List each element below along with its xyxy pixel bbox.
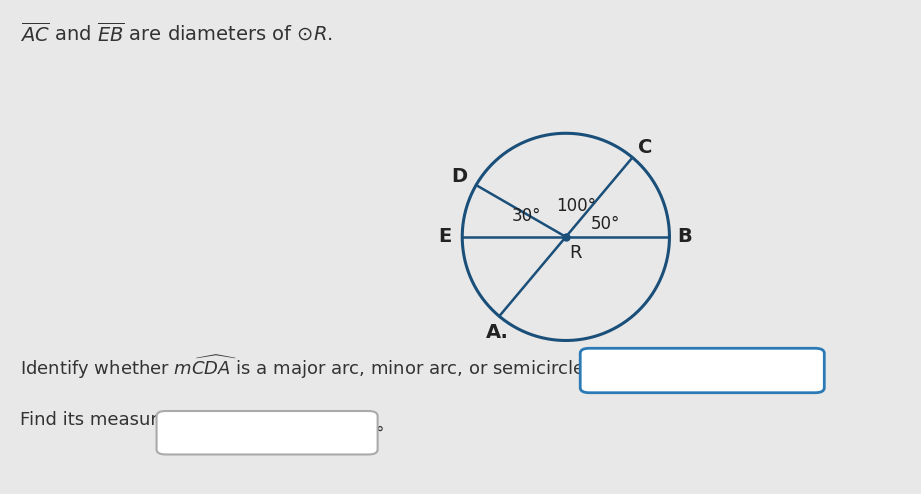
Text: Find its measure.: Find its measure.	[20, 411, 175, 429]
Text: $\overline{AC}$ and $\overline{EB}$ are diameters of $\odot R$.: $\overline{AC}$ and $\overline{EB}$ are …	[20, 22, 333, 45]
FancyBboxPatch shape	[157, 411, 378, 454]
Text: B: B	[678, 227, 693, 247]
Text: 100°: 100°	[556, 197, 596, 215]
FancyBboxPatch shape	[580, 348, 824, 393]
Text: A.: A.	[485, 324, 508, 342]
Text: Identify whether $m\widehat{CDA}$ is a major arc, minor arc, or semicircle.: Identify whether $m\widehat{CDA}$ is a m…	[20, 353, 589, 380]
Text: 30°: 30°	[512, 207, 542, 225]
Text: R: R	[569, 245, 581, 262]
Text: D: D	[451, 167, 468, 186]
Text: °: °	[376, 424, 384, 442]
Text: 50°: 50°	[590, 215, 620, 234]
Text: E: E	[438, 227, 451, 247]
Text: C: C	[637, 138, 652, 157]
